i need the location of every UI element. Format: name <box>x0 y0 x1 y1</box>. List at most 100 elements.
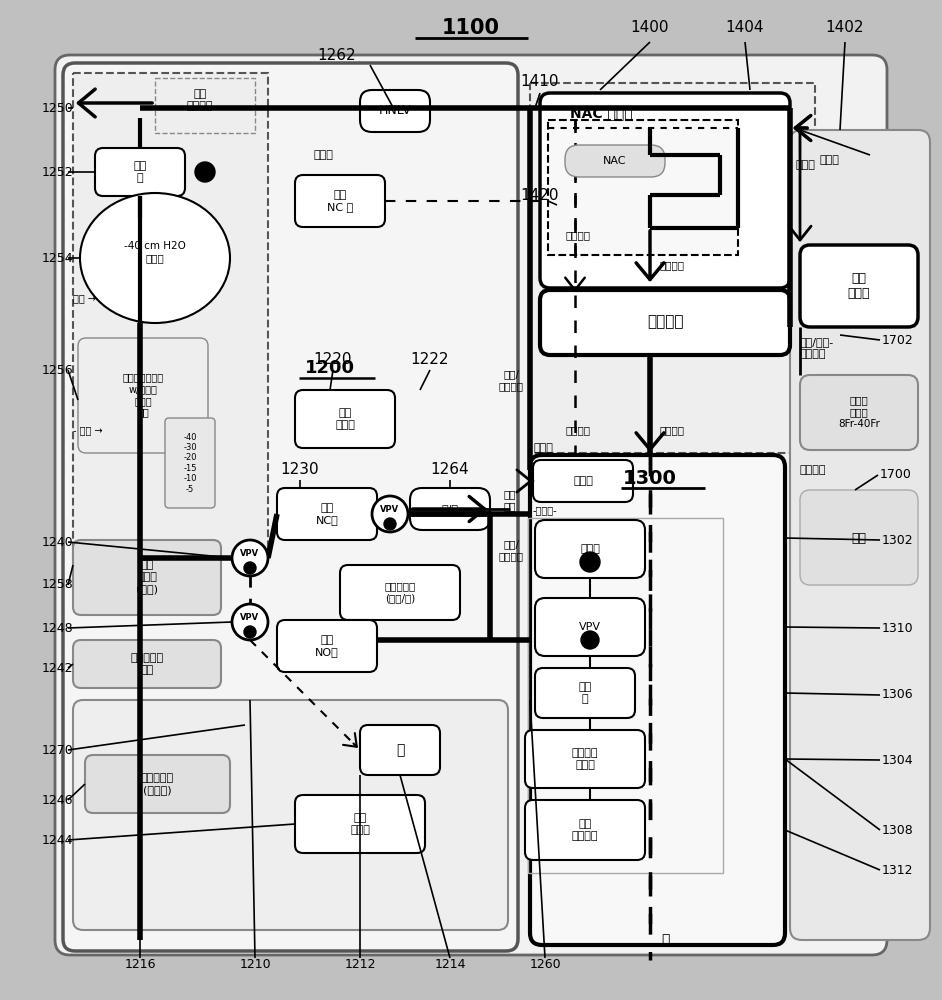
FancyBboxPatch shape <box>95 148 185 196</box>
FancyBboxPatch shape <box>525 800 645 860</box>
Text: 1312: 1312 <box>882 863 914 876</box>
Bar <box>528 518 723 873</box>
Text: 压力传感器
(重力/罐): 压力传感器 (重力/罐) <box>384 581 415 603</box>
Text: 1230: 1230 <box>281 462 319 478</box>
Text: 压差
传感器: 压差 传感器 <box>335 408 355 430</box>
Text: 1100: 1100 <box>442 18 500 38</box>
Text: 壁式
抽吸装置: 壁式 抽吸装置 <box>187 89 213 111</box>
FancyBboxPatch shape <box>295 390 395 448</box>
Text: 1220: 1220 <box>314 353 352 367</box>
FancyBboxPatch shape <box>73 640 221 688</box>
Circle shape <box>372 496 408 532</box>
Text: HNLV: HNLV <box>379 104 412 117</box>
Text: 1400: 1400 <box>631 20 669 35</box>
Ellipse shape <box>80 193 230 323</box>
Circle shape <box>232 604 268 640</box>
FancyBboxPatch shape <box>530 455 785 945</box>
Text: 关闭阀: 关闭阀 <box>573 476 593 486</box>
FancyBboxPatch shape <box>525 730 645 788</box>
Circle shape <box>384 518 396 530</box>
Text: -40
-30
-20
-15
-10
-5: -40 -30 -20 -15 -10 -5 <box>183 432 197 493</box>
Text: 1254: 1254 <box>42 251 73 264</box>
Text: 1200: 1200 <box>305 359 355 377</box>
Text: VPV: VPV <box>579 622 601 632</box>
FancyBboxPatch shape <box>535 520 645 578</box>
Text: 1258: 1258 <box>42 578 73 591</box>
Text: 罐: 罐 <box>660 933 669 947</box>
FancyBboxPatch shape <box>535 668 635 718</box>
Text: 止回阀: 止回阀 <box>580 544 600 554</box>
Text: 1210: 1210 <box>239 958 270 972</box>
Text: 引流连接: 引流连接 <box>660 425 685 435</box>
Circle shape <box>581 631 599 649</box>
Text: 减压管路: 减压管路 <box>565 230 590 240</box>
Text: 引流管路: 引流管路 <box>660 260 685 270</box>
FancyBboxPatch shape <box>73 540 221 615</box>
Text: 至空气: 至空气 <box>313 150 333 160</box>
Circle shape <box>244 626 256 638</box>
Text: 1310: 1310 <box>882 621 914 635</box>
Text: VPV: VPV <box>240 612 260 621</box>
Text: 关闭
阀: 关闭 阀 <box>578 682 592 704</box>
Text: - 进气 →: - 进气 → <box>73 425 103 435</box>
Text: 1264: 1264 <box>430 462 469 478</box>
Text: 1304: 1304 <box>882 754 914 766</box>
Circle shape <box>244 562 256 574</box>
FancyBboxPatch shape <box>800 375 918 450</box>
Text: 机械/气动-
流体连接: 机械/气动- 流体连接 <box>800 337 835 359</box>
Text: 1248: 1248 <box>42 621 73 635</box>
Text: 1702: 1702 <box>882 334 914 347</box>
Text: 1404: 1404 <box>725 20 764 35</box>
Bar <box>548 120 738 255</box>
Text: 1302: 1302 <box>882 534 914 546</box>
FancyBboxPatch shape <box>535 598 645 656</box>
Text: 取样管: 取样管 <box>795 160 815 170</box>
FancyBboxPatch shape <box>800 490 918 585</box>
Text: 1250: 1250 <box>42 102 73 114</box>
FancyBboxPatch shape <box>565 145 665 177</box>
Text: 进气 →: 进气 → <box>73 293 96 303</box>
FancyBboxPatch shape <box>55 55 887 955</box>
Circle shape <box>580 552 600 572</box>
Text: 磁检测模型
开关: 磁检测模型 开关 <box>130 653 164 675</box>
Text: 压力传感器
(储压器): 压力传感器 (储压器) <box>140 773 173 795</box>
Text: 机械/
气动连接: 机械/ 气动连接 <box>498 369 524 391</box>
Circle shape <box>195 162 215 182</box>
Text: -至空气-: -至空气- <box>533 505 558 515</box>
Text: 患者: 患者 <box>852 532 867 544</box>
Text: NAC: NAC <box>603 156 626 166</box>
Text: 双通
NC 阀: 双通 NC 阀 <box>327 190 353 212</box>
Text: 1402: 1402 <box>826 20 864 35</box>
Text: 1244: 1244 <box>42 834 73 846</box>
Text: 1420: 1420 <box>521 188 560 202</box>
FancyBboxPatch shape <box>540 290 790 355</box>
FancyBboxPatch shape <box>410 488 490 530</box>
Text: 患者引
流插管
8Fr-40Fr: 患者引 流插管 8Fr-40Fr <box>838 395 880 429</box>
Text: 1252: 1252 <box>42 165 73 178</box>
FancyBboxPatch shape <box>295 795 425 853</box>
FancyBboxPatch shape <box>540 93 790 288</box>
FancyBboxPatch shape <box>360 725 440 775</box>
FancyBboxPatch shape <box>295 175 385 227</box>
Text: 1270: 1270 <box>42 744 73 756</box>
Text: 取样管: 取样管 <box>820 155 840 165</box>
Text: 减压连接: 减压连接 <box>565 425 590 435</box>
Text: 1246: 1246 <box>42 794 73 806</box>
Bar <box>530 83 815 453</box>
FancyBboxPatch shape <box>165 418 215 508</box>
Text: 1306: 1306 <box>882 688 914 702</box>
Text: 手术插入: 手术插入 <box>800 465 826 475</box>
Text: 自动密封
过滤器: 自动密封 过滤器 <box>572 748 598 770</box>
Text: 1308: 1308 <box>882 824 914 836</box>
Text: 罐连接器: 罐连接器 <box>647 314 683 330</box>
FancyBboxPatch shape <box>340 565 460 620</box>
Text: 1212: 1212 <box>344 958 376 972</box>
Text: 帽/盖: 帽/盖 <box>442 504 459 514</box>
FancyBboxPatch shape <box>533 460 633 502</box>
Text: 手动刻度盘调整
w/止动器
和设定
检测: 手动刻度盘调整 w/止动器 和设定 检测 <box>122 373 164 417</box>
FancyBboxPatch shape <box>800 245 918 327</box>
Text: 双通
NC阀: 双通 NC阀 <box>316 503 338 525</box>
FancyBboxPatch shape <box>277 620 377 672</box>
Text: 双通
NO阀: 双通 NO阀 <box>316 635 339 657</box>
Bar <box>73 73 268 558</box>
